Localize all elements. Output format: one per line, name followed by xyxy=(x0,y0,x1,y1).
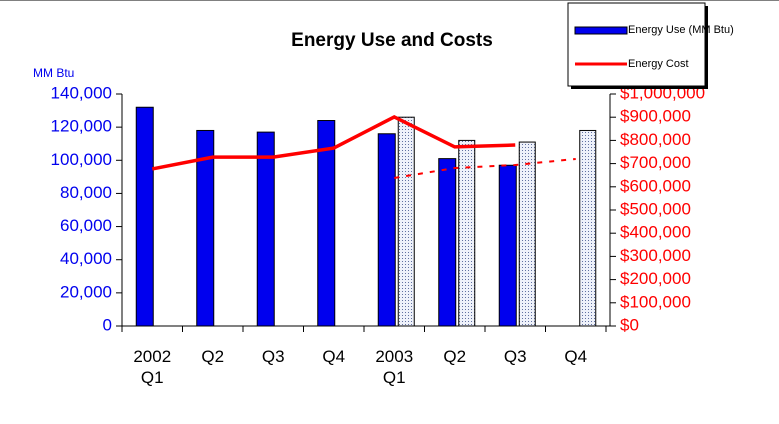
bar xyxy=(135,106,154,327)
y2-tick-label: $800,000 xyxy=(620,130,691,149)
x-tick-label: Q2 xyxy=(443,347,467,366)
chart-title: Energy Use and Costs xyxy=(291,30,493,51)
bar xyxy=(498,164,517,327)
bar xyxy=(458,139,476,327)
x-tick-label: Q4 xyxy=(322,347,346,366)
y-tick-label: 120,000 xyxy=(51,117,112,136)
line xyxy=(394,157,576,179)
y-tick-label: 60,000 xyxy=(60,216,112,235)
x-tick-label: Q4 xyxy=(564,347,588,366)
bar xyxy=(579,129,597,327)
legend-label: Energy Cost xyxy=(628,58,689,70)
legend-label: Energy Use (MM Btu) xyxy=(628,24,734,36)
y-tick-label: 0 xyxy=(103,315,112,334)
y-tick-label: 140,000 xyxy=(51,83,112,102)
bar xyxy=(317,120,336,327)
y2-tick-label: $900,000 xyxy=(620,107,691,126)
y2-tick-label: $300,000 xyxy=(620,246,691,265)
y2-tick-label: $600,000 xyxy=(620,176,691,195)
y-axis-label: MM Btu xyxy=(33,66,74,80)
bar xyxy=(397,116,415,327)
y2-tick-label: $200,000 xyxy=(620,269,691,288)
bar xyxy=(256,131,275,327)
y-tick-label: 20,000 xyxy=(60,282,112,301)
bar xyxy=(438,158,457,327)
y2-tick-label: $400,000 xyxy=(620,223,691,242)
y2-tick-label: $0 xyxy=(620,315,639,334)
y-tick-label: 40,000 xyxy=(60,249,112,268)
y2-tick-label: $700,000 xyxy=(620,153,691,172)
y2-tick-label: $500,000 xyxy=(620,199,691,218)
x-tick-label: 2003 Q1 xyxy=(375,347,414,387)
bar xyxy=(377,133,396,327)
x-tick-label: Q3 xyxy=(503,347,527,366)
legend-swatch xyxy=(574,26,628,35)
x-tick-label: 2002 Q1 xyxy=(133,347,172,387)
line xyxy=(151,115,516,171)
x-tick-label: Q2 xyxy=(201,347,225,366)
y-tick-label: 80,000 xyxy=(60,183,112,202)
x-tick-label: Q3 xyxy=(261,347,285,366)
y2-tick-label: $100,000 xyxy=(620,292,691,311)
bar xyxy=(196,129,215,327)
y-tick-label: 100,000 xyxy=(51,150,112,169)
bar xyxy=(518,141,536,327)
legend-box xyxy=(567,2,706,87)
